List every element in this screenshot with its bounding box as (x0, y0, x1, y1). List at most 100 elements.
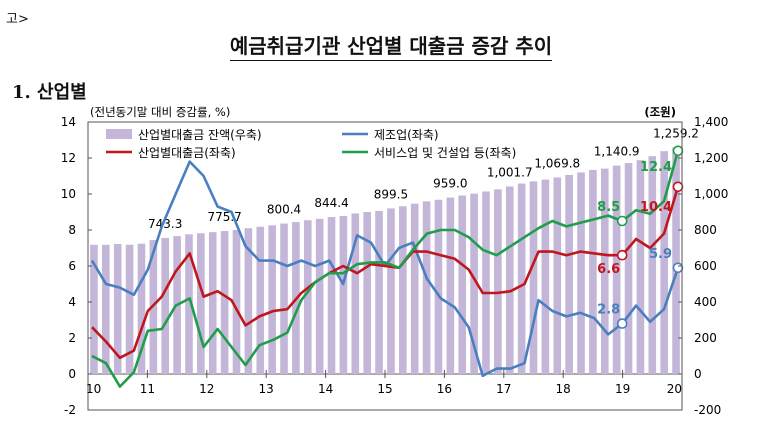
bar (232, 230, 241, 374)
bar (660, 151, 668, 374)
x-tick-label: 12 (199, 382, 214, 396)
legend-label: 산업별대출금 잔액(우축) (138, 128, 262, 142)
bar (102, 244, 110, 374)
bar (529, 181, 538, 374)
marker-point (616, 249, 628, 261)
legend-label: 제조업(좌축) (374, 128, 439, 142)
bar (315, 218, 324, 374)
bar (505, 186, 514, 374)
marker-point (672, 262, 684, 274)
bar (280, 223, 288, 374)
bar (339, 215, 348, 374)
left-tick-label: 12 (61, 151, 76, 165)
bar (565, 174, 573, 374)
point-value-label: 10.4 (640, 200, 672, 215)
right-tick-label: 400 (694, 295, 717, 309)
right-unit-label: (조원) (644, 105, 676, 119)
legend-label: 산업별대출금(좌축) (138, 146, 236, 160)
marker-point (672, 181, 684, 193)
x-tick-label: 18 (556, 382, 571, 396)
bar (197, 233, 205, 374)
left-tick-label: 6 (68, 259, 76, 273)
left-tick-label: -2 (64, 403, 76, 417)
bar (161, 237, 170, 374)
bar-series (90, 147, 680, 374)
bar (113, 244, 122, 374)
bar (600, 168, 609, 374)
bar-value-label: 1,069.8 (534, 156, 580, 170)
bar (458, 195, 467, 374)
bar (303, 220, 312, 374)
marker-point (616, 318, 628, 329)
bar (268, 225, 276, 374)
bar (589, 169, 597, 374)
bar (541, 179, 550, 374)
x-tick-label: 10 (86, 382, 101, 396)
legend-swatch (106, 129, 132, 139)
marker-point (672, 145, 684, 157)
x-tick-label: 15 (377, 382, 392, 396)
left-tick-label: 4 (68, 295, 76, 309)
bar (577, 172, 585, 374)
left-tick-label: 10 (61, 187, 76, 201)
bar (327, 217, 336, 374)
left-tick-label: 0 (68, 367, 76, 381)
point-value-label: 12.4 (640, 160, 672, 175)
bar (636, 160, 645, 374)
bar (208, 232, 217, 374)
bar (672, 147, 680, 374)
bar-value-label: 1,001.7 (487, 165, 533, 179)
right-tick-label: 600 (694, 259, 717, 273)
right-tick-label: 800 (694, 223, 717, 237)
bar (624, 163, 633, 374)
point-value-label: 2.8 (597, 303, 620, 318)
bar (422, 201, 431, 374)
page-title: 예금취급기관 산업별 대출금 증감 추이 (0, 30, 782, 61)
bar (517, 183, 526, 374)
bar (494, 189, 502, 374)
bar-value-label: 844.4 (314, 196, 348, 210)
right-tick-label: 0 (694, 367, 702, 381)
chart-axes: -2 0 2 4 6 8 10 12 14 -200 0 200 400 600 800 1,000 1,200… (61, 105, 729, 417)
bar-value-label: 1,259.2 (653, 126, 699, 140)
x-tick-label: 16 (437, 382, 452, 396)
line-series: 8.5 6.6 2.8 12.4 10.4 5.9 (90, 145, 684, 388)
x-tick-label: 11 (140, 382, 155, 396)
bar (125, 244, 134, 374)
bar (90, 244, 98, 374)
left-unit-label: (전년동기말 대비 증감률, %) (90, 105, 230, 119)
x-tick-label: 13 (259, 382, 274, 396)
bar (612, 165, 621, 374)
bar (244, 228, 253, 374)
x-tick-label: 17 (496, 382, 511, 396)
bar (363, 212, 371, 374)
page-title-text: 예금취급기관 산업별 대출금 증감 추이 (229, 34, 553, 61)
x-tick-label: 19 (615, 382, 630, 396)
bar (256, 226, 265, 374)
bar (434, 199, 443, 374)
bar (446, 197, 455, 374)
point-value-label: 8.5 (597, 200, 620, 215)
left-tick-label: 8 (68, 223, 76, 237)
left-tick-label: 2 (68, 331, 76, 345)
bar (482, 191, 490, 374)
left-tick-label: 14 (61, 115, 76, 129)
x-tick-label: 14 (318, 382, 333, 396)
bar (399, 206, 407, 374)
bar-value-label: 1,140.9 (594, 145, 640, 159)
bar (220, 231, 229, 374)
right-tick-label: 200 (694, 331, 717, 345)
x-tick-label: 20 (667, 382, 682, 396)
bar-value-label: 899.5 (374, 187, 408, 201)
right-tick-label: 1,200 (694, 151, 728, 165)
bar (375, 210, 383, 374)
line-2 (91, 150, 680, 388)
bar (470, 193, 478, 374)
bar (137, 243, 146, 374)
bar (351, 213, 360, 374)
bar-value-label: 743.3 (148, 217, 182, 231)
bar-value-label: 800.4 (267, 203, 301, 217)
point-value-label: 5.9 (649, 247, 672, 262)
